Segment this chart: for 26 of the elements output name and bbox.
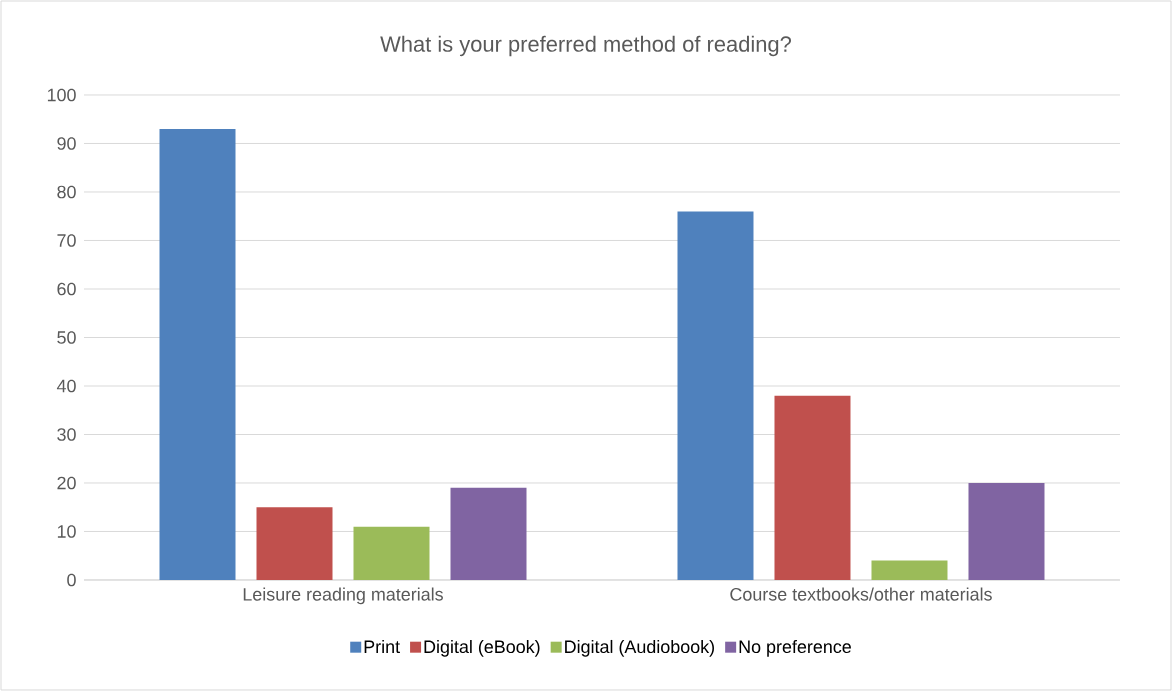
legend-label: Digital (Audiobook) xyxy=(565,639,714,657)
bar xyxy=(353,526,430,580)
bar xyxy=(450,487,527,580)
y-tick-label: 50 xyxy=(57,331,76,344)
x-tick-label: Leisure reading materials xyxy=(243,587,443,605)
y-tick-label: 20 xyxy=(57,476,76,490)
x-tick-label: Course textbooks/other materials xyxy=(730,587,992,601)
y-tick-label: 90 xyxy=(57,137,76,150)
legend-label: No preference xyxy=(739,639,851,657)
y-tick-label: 80 xyxy=(57,185,76,199)
bar xyxy=(677,211,754,580)
legend-label: Print xyxy=(364,639,400,654)
bar xyxy=(159,128,236,580)
bar xyxy=(774,395,851,580)
y-tick-label: 70 xyxy=(57,234,76,247)
y-tick-label: 30 xyxy=(57,428,76,441)
chart-title: What is your preferred method of reading? xyxy=(380,35,791,57)
y-tick-label: 60 xyxy=(57,282,76,296)
bar xyxy=(871,560,948,580)
y-tick-label: 10 xyxy=(57,525,76,538)
bar xyxy=(256,507,333,580)
legend-label: Digital (eBook) xyxy=(424,639,540,657)
bar xyxy=(968,482,1045,580)
y-tick-label: 40 xyxy=(56,379,76,393)
y-tick-label: 0 xyxy=(67,573,76,587)
y-tick-label: 100 xyxy=(47,88,76,102)
